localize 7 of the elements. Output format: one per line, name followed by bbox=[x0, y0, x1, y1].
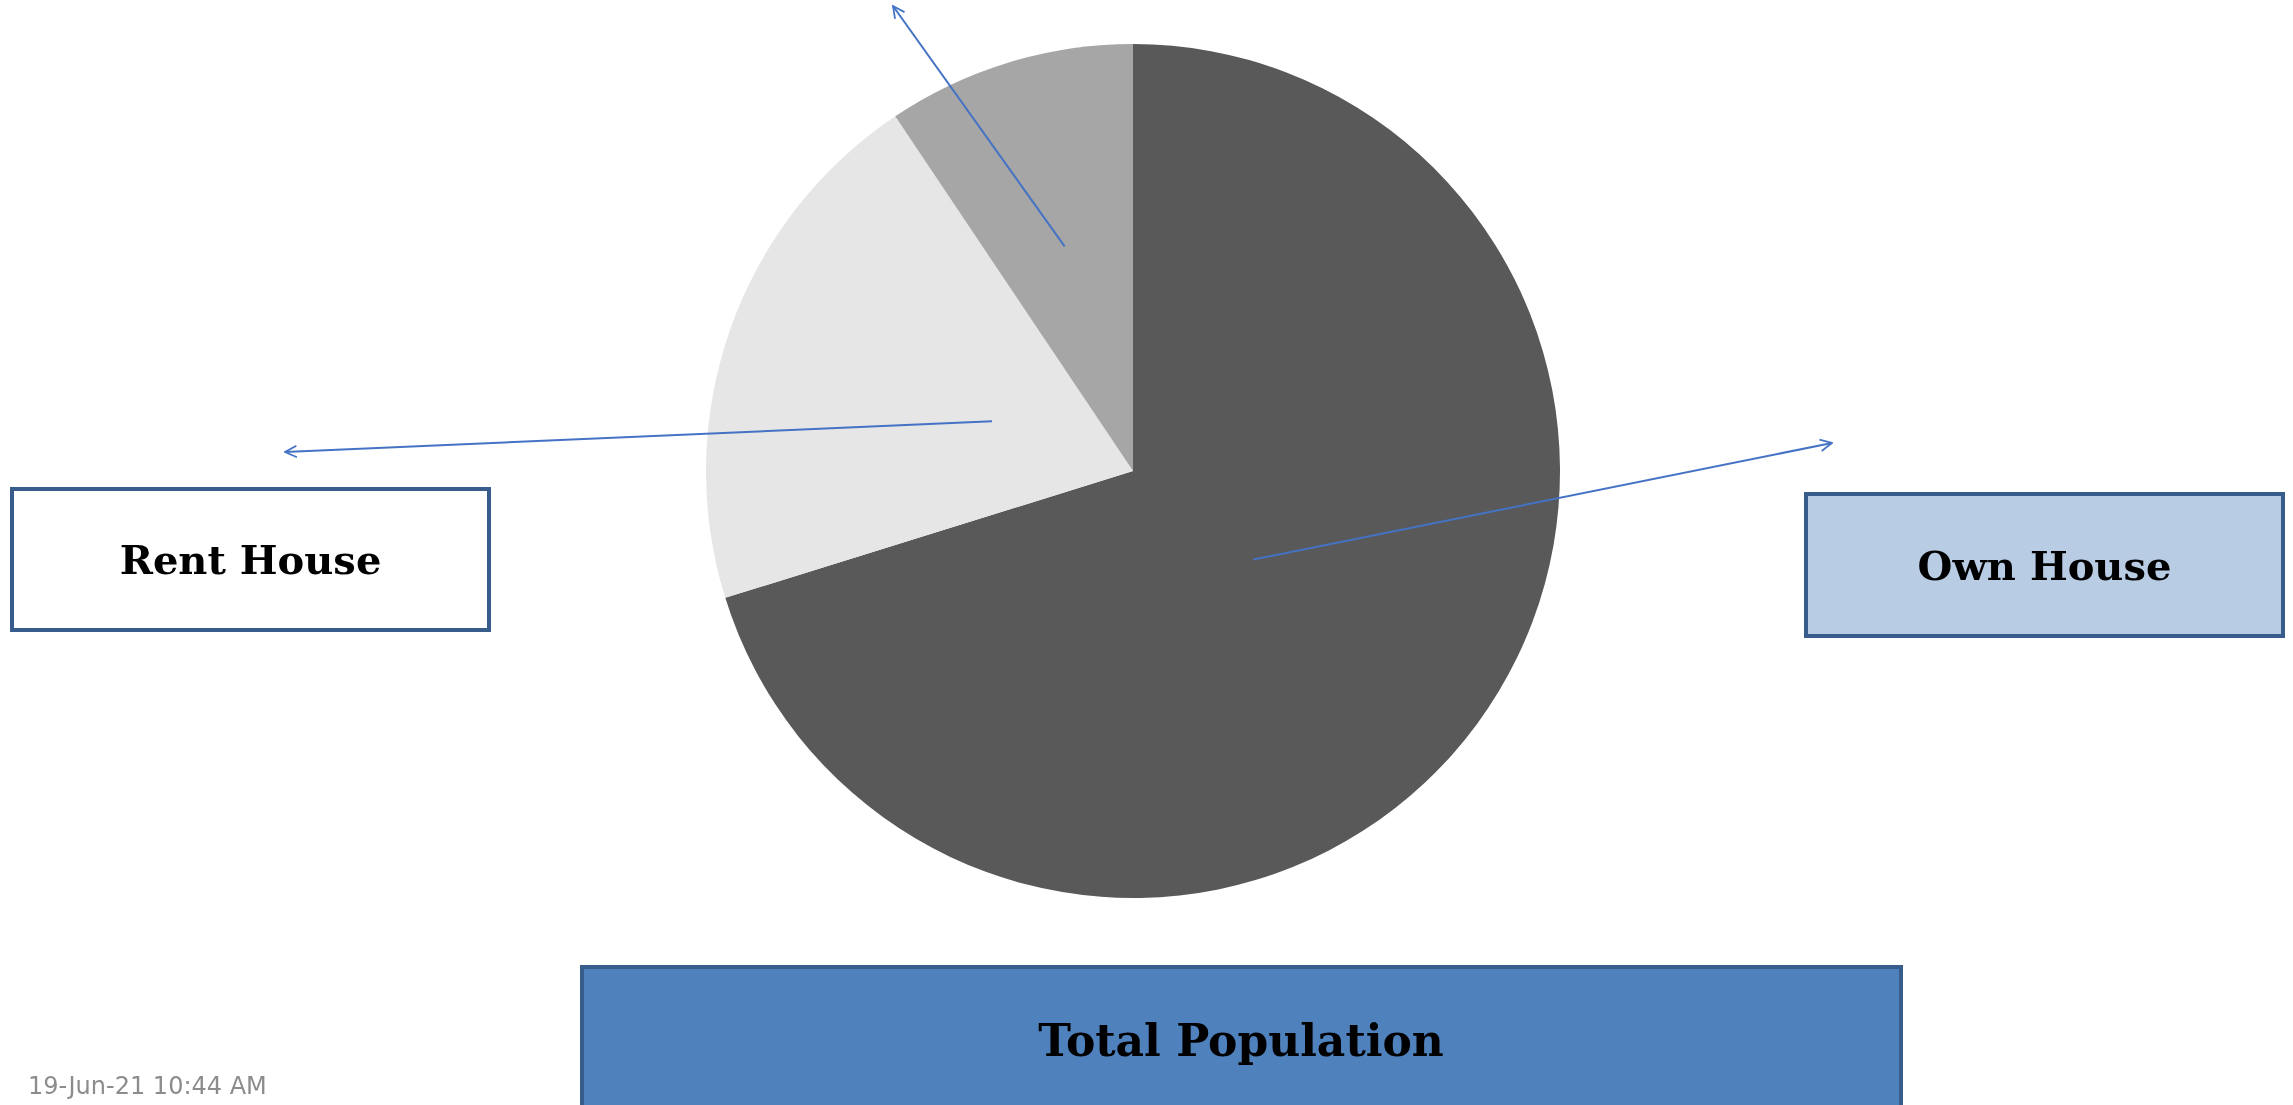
slice-label: Rent House bbox=[119, 536, 382, 583]
text: Total Population bbox=[1038, 1014, 1444, 1066]
pie-slice bbox=[895, 44, 1133, 471]
pie-slice bbox=[706, 116, 1133, 598]
text: 19-Jun-21 10:44 AM bbox=[28, 1072, 267, 1100]
slice-label: Own House bbox=[1917, 541, 2172, 589]
pie-slice bbox=[725, 44, 1560, 898]
